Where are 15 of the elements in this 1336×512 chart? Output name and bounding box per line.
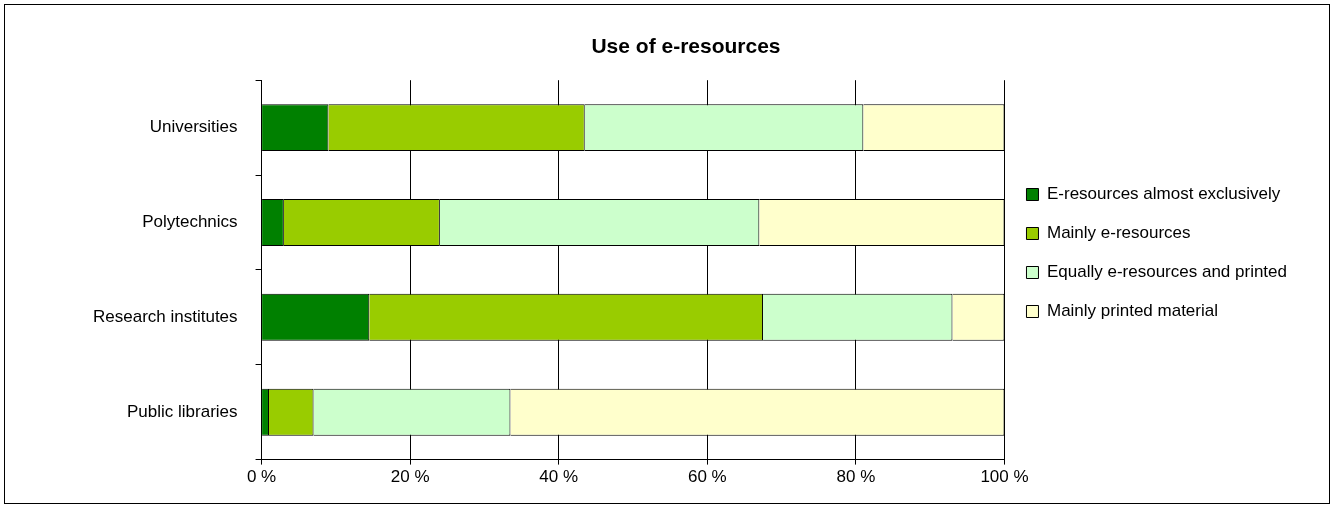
legend-label: Mainly e-resources [1046, 223, 1191, 243]
y-tick-label: Polytechnics [142, 212, 238, 232]
y-tick-label: Research institutes [92, 307, 238, 327]
x-tick-label: 0 % [246, 467, 277, 487]
y-tick-label: Universities [149, 117, 238, 137]
x-tick-label: 40 % [539, 467, 579, 487]
legend-label: E-resources almost exclusively [1046, 184, 1281, 204]
x-tick-label: 80 % [836, 467, 876, 487]
y-tick-label: Public libraries [127, 401, 238, 421]
chart-title: Use of e-resources [591, 34, 781, 58]
x-tick-label: 60 % [687, 467, 727, 487]
x-tick-label: 100 % [980, 467, 1029, 487]
x-tick-label: 20 % [390, 467, 430, 487]
legend-label: Equally e-resources and printed [1046, 262, 1288, 282]
legend-label: Mainly printed material [1046, 301, 1218, 321]
